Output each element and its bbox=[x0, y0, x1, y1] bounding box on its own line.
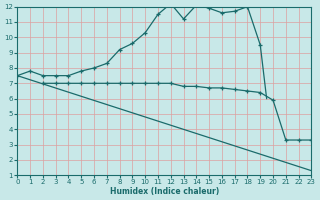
X-axis label: Humidex (Indice chaleur): Humidex (Indice chaleur) bbox=[110, 187, 219, 196]
